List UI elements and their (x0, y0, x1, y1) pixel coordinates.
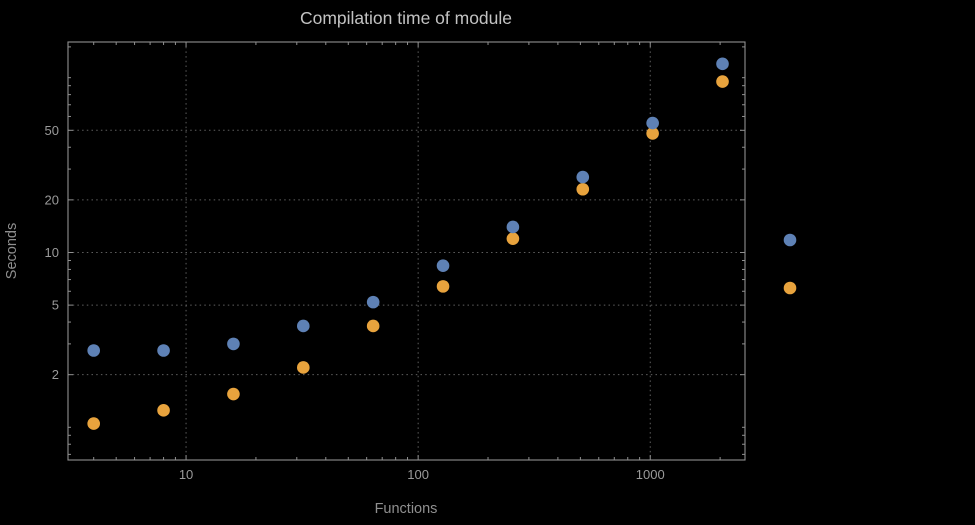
legend-marker-2 (783, 281, 797, 295)
y-tick-label: 5 (52, 298, 59, 313)
x-tick-label: 1000 (636, 467, 665, 482)
x-tick-label: 100 (407, 467, 429, 482)
plot-frame (67, 41, 746, 461)
plot-layer: 10 100 1000 2 5 10 20 50 (45, 41, 797, 482)
data-point-orange (576, 182, 590, 196)
data-point-orange (366, 319, 380, 333)
data-point-orange (506, 232, 520, 245)
data-point-orange (296, 361, 310, 374)
data-point-blue (436, 259, 450, 273)
data-point-orange (646, 127, 659, 140)
x-tick-label: 10 (179, 467, 193, 482)
y-axis-label: Seconds (4, 223, 20, 279)
y-tick-label: 10 (45, 245, 59, 260)
y-tick-label: 20 (45, 192, 59, 207)
legend-marker-1 (783, 233, 797, 247)
data-point-blue (716, 57, 729, 71)
data-point-orange (436, 280, 450, 293)
data-point-blue (576, 170, 590, 184)
data-point-orange (227, 387, 240, 401)
data-point-blue (227, 337, 240, 351)
data-point-orange (87, 417, 100, 430)
y-tick-label: 2 (52, 367, 59, 382)
x-axis-label: Functions (375, 501, 438, 517)
data-point-orange (716, 75, 729, 88)
y-tick-label: 50 (45, 123, 59, 138)
data-point-blue (87, 344, 100, 357)
data-point-blue (506, 220, 520, 234)
data-point-blue (646, 116, 659, 130)
data-point-blue (366, 295, 380, 309)
data-point-blue (157, 344, 170, 357)
data-point-orange (157, 404, 170, 417)
chart-title: Compilation time of module (300, 8, 512, 28)
data-point-blue (296, 319, 310, 333)
